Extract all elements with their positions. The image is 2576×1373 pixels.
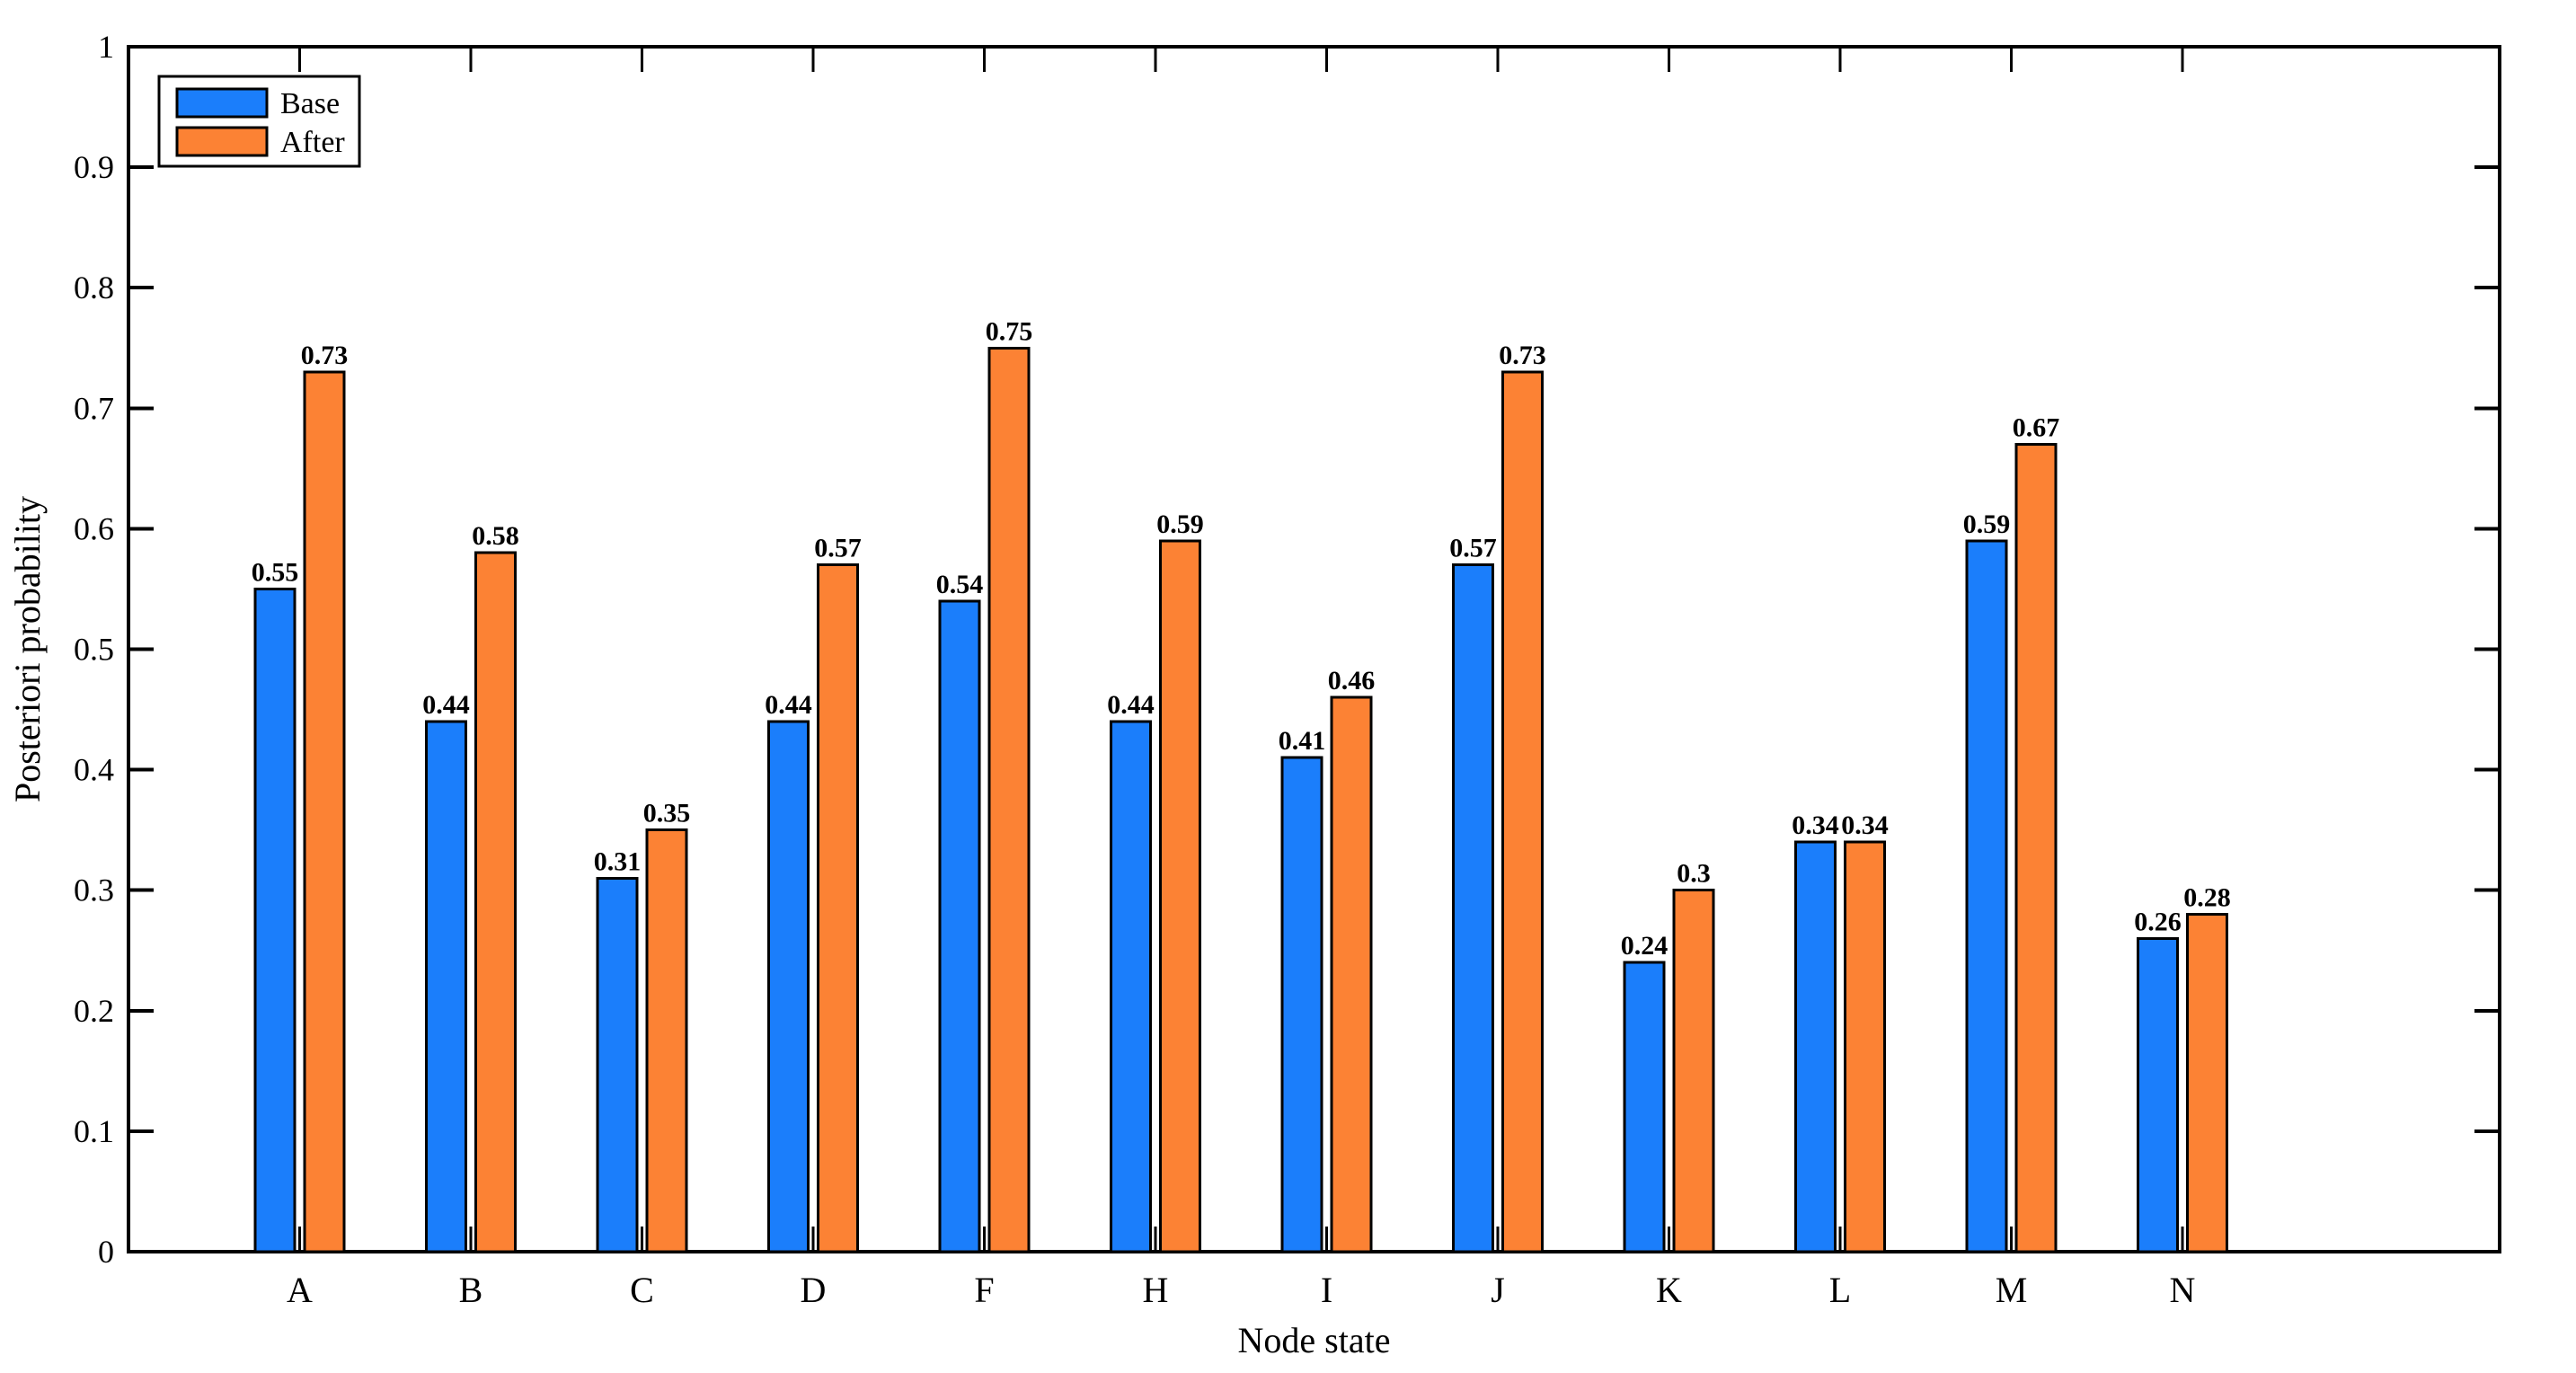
y-tick-label: 0.8 xyxy=(74,270,114,306)
x-category-label: H xyxy=(1143,1270,1169,1310)
bar-base-I xyxy=(1280,756,1323,1253)
y-tick-label: 0.5 xyxy=(74,632,114,668)
bar-value-label: 0.44 xyxy=(1107,690,1155,720)
x-category-label: M xyxy=(1996,1270,2028,1310)
bar-value-label: 0.57 xyxy=(1449,534,1497,563)
y-axis-title: Posteriori probability xyxy=(7,496,48,802)
x-category-label: B xyxy=(459,1270,483,1310)
x-category-label: D xyxy=(801,1270,827,1310)
y-tick-label: 1 xyxy=(98,29,114,65)
bar-value-label: 0.75 xyxy=(986,316,1033,346)
bar-value-label: 0.24 xyxy=(1621,931,1669,961)
bar-value-label: 0.46 xyxy=(1328,666,1376,695)
bar-value-label: 0.73 xyxy=(301,341,349,370)
bar-base-F xyxy=(938,599,981,1253)
x-category-label: C xyxy=(630,1270,654,1310)
x-category-label: N xyxy=(2170,1270,2196,1310)
bar-base-N xyxy=(2137,936,2179,1253)
bar-base-H xyxy=(1110,720,1152,1253)
bar-value-label: 0.34 xyxy=(1792,811,1839,840)
legend-label-after: After xyxy=(280,126,345,159)
bar-after-H xyxy=(1159,539,1201,1253)
y-tick-label: 0.3 xyxy=(74,873,114,908)
bar-value-label: 0.31 xyxy=(594,846,642,876)
x-category-label: F xyxy=(974,1270,994,1310)
bar-base-C xyxy=(596,876,639,1253)
y-tick-label: 0.6 xyxy=(74,510,114,546)
bar-value-label: 0.44 xyxy=(422,690,470,720)
bar-after-M xyxy=(2014,443,2058,1253)
bar-value-label: 0.59 xyxy=(1963,509,2011,539)
bar-value-label: 0.55 xyxy=(252,557,299,587)
x-category-label: A xyxy=(287,1270,313,1310)
bar-value-label: 0.73 xyxy=(1499,341,1546,370)
x-category-label: J xyxy=(1491,1270,1505,1310)
y-tick-label: 0.9 xyxy=(74,149,114,185)
bar-after-J xyxy=(1501,370,1544,1253)
y-tick-label: 0.7 xyxy=(74,390,114,426)
legend-swatch-after xyxy=(175,126,269,157)
bar-base-M xyxy=(1965,539,2008,1253)
bar-after-B xyxy=(474,551,517,1253)
bar-base-L xyxy=(1794,840,1837,1253)
bar-after-N xyxy=(2186,913,2228,1253)
x-axis-title: Node state xyxy=(1238,1320,1391,1360)
bar-base-J xyxy=(1452,563,1494,1253)
bar-value-label: 0.57 xyxy=(814,534,862,563)
bar-value-label: 0.3 xyxy=(1677,859,1711,889)
bar-after-A xyxy=(303,370,346,1253)
y-tick-label: 0.4 xyxy=(74,752,114,788)
bar-value-label: 0.44 xyxy=(765,690,812,720)
bar-after-C xyxy=(645,828,688,1253)
bar-after-I xyxy=(1330,695,1373,1253)
y-tick-label: 0.2 xyxy=(74,993,114,1029)
bar-value-label: 0.58 xyxy=(472,521,519,551)
bar-base-B xyxy=(425,720,467,1253)
bar-value-label: 0.54 xyxy=(936,570,984,599)
x-category-label: I xyxy=(1321,1270,1332,1310)
bar-base-K xyxy=(1623,961,1666,1253)
bar-after-F xyxy=(987,346,1031,1253)
bar-base-D xyxy=(767,720,810,1253)
y-tick-label: 0 xyxy=(98,1234,114,1270)
x-category-label: L xyxy=(1829,1270,1851,1310)
legend-swatch-base xyxy=(175,87,269,119)
legend-label-base: Base xyxy=(280,87,340,120)
bar-value-label: 0.26 xyxy=(2134,907,2182,936)
x-category-label: K xyxy=(1656,1270,1682,1310)
legend: Base After xyxy=(157,75,361,168)
bar-value-label: 0.67 xyxy=(2013,413,2060,443)
bar-value-label: 0.41 xyxy=(1279,726,1326,756)
bar-after-D xyxy=(817,563,859,1253)
bar-value-label: 0.35 xyxy=(643,799,691,828)
bar-base-A xyxy=(253,587,297,1253)
bar-value-label: 0.28 xyxy=(2183,883,2231,913)
bar-after-L xyxy=(1844,840,1886,1253)
y-tick-label: 0.1 xyxy=(74,1113,114,1149)
bar-value-label: 0.59 xyxy=(1156,509,1204,539)
bar-value-label: 0.34 xyxy=(1841,811,1889,840)
bar-after-K xyxy=(1672,889,1715,1253)
